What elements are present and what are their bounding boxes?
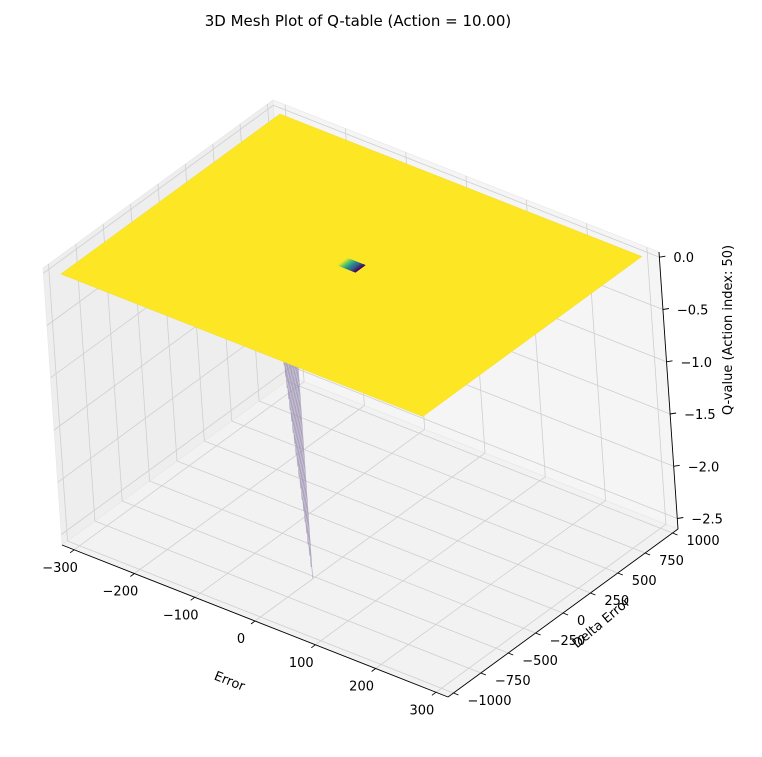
y-tick-label: −1000 <box>468 694 512 709</box>
y-tick-label: 500 <box>632 574 657 589</box>
x-tick-label: 100 <box>289 656 314 671</box>
grid-line-z-back <box>273 104 660 258</box>
y-tick-mark <box>590 592 596 596</box>
y-tick-mark <box>672 532 678 536</box>
grid-line-y-left <box>48 263 68 542</box>
y-tick-mark <box>508 652 514 656</box>
surface-mesh <box>60 113 643 579</box>
z-axis-label: Q-value (Action index: 50) <box>721 245 736 415</box>
grid-line-y-floor <box>204 440 591 594</box>
grid-line-y-floor <box>258 400 646 554</box>
z-tick-label: −2.5 <box>691 513 723 528</box>
grid-line-y-floor <box>122 500 509 654</box>
grid-line-z-left <box>61 366 292 535</box>
tick-labels: −300−200−1000100200300−1000−750−500−2500… <box>42 251 723 718</box>
z-tick-label: −1.0 <box>681 356 713 371</box>
y-tick-label: 1000 <box>687 534 720 549</box>
grid-line-y-floor <box>149 480 536 634</box>
y-tick-label: 0 <box>577 614 585 629</box>
y-tick-mark <box>535 632 541 636</box>
chart-title: 3D Mesh Plot of Q-table (Action = 10.00) <box>205 12 512 30</box>
y-tick-label: −500 <box>522 654 558 669</box>
x-axis-label: Error <box>212 669 248 695</box>
z-tick-label: −1.5 <box>684 408 716 423</box>
y-tick-mark <box>562 612 569 616</box>
x-tick-mark <box>190 596 195 601</box>
grid-line-z-left <box>43 104 274 274</box>
x-tick-mark <box>311 644 316 649</box>
grid-line-y-floor <box>286 380 673 534</box>
z-tick-mark <box>659 255 666 258</box>
x-tick-label: −200 <box>103 585 139 600</box>
y-tick-mark <box>453 692 459 696</box>
z-tick-label: −2.0 <box>688 460 720 475</box>
x-tick-label: 200 <box>349 680 374 695</box>
dip-stripe-segment <box>353 264 366 273</box>
x-tick-mark <box>371 668 376 672</box>
z-tick-label: −0.5 <box>677 304 709 319</box>
grid-line-z-back <box>291 366 678 519</box>
x-tick-mark <box>130 573 135 577</box>
grid-line-y-floor <box>94 520 482 674</box>
z-tick-label: 0.0 <box>673 251 694 266</box>
grid-line-y-floor <box>67 540 454 694</box>
y-tick-label: −750 <box>495 674 531 689</box>
z-tick-mark <box>670 412 677 415</box>
x-tick-label: −300 <box>42 561 78 576</box>
y-tick-label: 250 <box>604 594 629 609</box>
grid-line-x-back <box>646 247 667 525</box>
y-tick-mark <box>644 552 651 556</box>
z-axis-line <box>658 251 679 530</box>
x-tick-mark <box>69 549 75 554</box>
grid-line-y-floor <box>176 460 564 614</box>
y-tick-mark <box>480 672 487 676</box>
tick-marks <box>69 255 684 696</box>
y-tick-label: −250 <box>550 634 586 649</box>
y-tick-mark <box>617 572 623 576</box>
x-tick-mark <box>250 620 256 625</box>
z-tick-mark <box>677 517 684 519</box>
grid-line-y-left <box>75 243 96 522</box>
y-tick-label: 750 <box>659 554 684 569</box>
x-tick-label: −100 <box>163 608 199 623</box>
z-tick-mark <box>662 308 669 310</box>
x-tick-label: 300 <box>409 703 434 718</box>
x-tick-label: 0 <box>237 632 245 647</box>
x-tick-mark <box>431 691 437 696</box>
z-tick-mark <box>666 360 673 363</box>
z-tick-mark <box>673 464 680 467</box>
